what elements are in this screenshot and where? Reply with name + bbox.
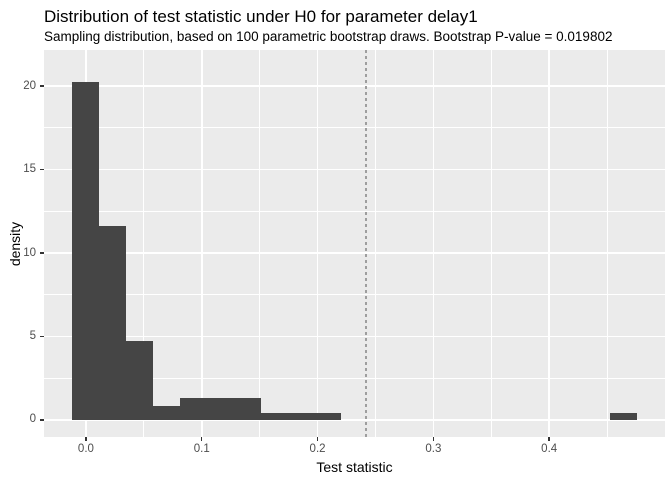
x-axis-tick-label: 0.0 [77,443,94,455]
y-axis-title: density [7,221,23,266]
gridline-minor-vertical [374,50,376,437]
x-axis-tick-label: 0.4 [541,443,558,455]
gridline-major-vertical [200,50,203,437]
x-axis-tick-label: 0.3 [425,443,442,455]
y-axis-tick-label: 10 [23,246,36,259]
x-axis-tick [85,437,87,441]
gridline-major-vertical [316,50,319,437]
gridline-minor-vertical [143,50,145,437]
gridline-minor-horizontal [44,377,665,379]
y-axis-tick [40,252,44,254]
histogram-bar [233,398,261,420]
histogram-bar [609,412,637,420]
x-axis-tick [548,437,550,441]
histogram-bar [72,81,100,420]
histogram-bar [179,398,207,420]
gridline-major-horizontal [44,252,665,254]
x-axis-title: Test statistic [316,459,393,475]
y-axis-tick-label: 20 [23,79,36,92]
gridline-major-horizontal [44,335,665,338]
gridline-major-vertical [432,50,435,437]
y-axis-tick [40,168,44,171]
x-axis-tick [316,437,319,441]
y-axis-tick-label: 5 [29,329,36,342]
gridline-minor-horizontal [44,210,665,212]
gridline-minor-horizontal [44,127,665,129]
x-axis-tick-label: 0.1 [193,443,210,455]
y-axis-tick-label: 0 [29,413,36,426]
x-axis-tick [200,437,203,441]
plot-title: Distribution of test statistic under H0 … [44,7,478,26]
y-axis-tick [40,419,44,421]
gridline-minor-horizontal [44,294,665,296]
gridline-major-horizontal [44,419,665,421]
gridline-minor-vertical [490,50,492,437]
histogram-bar [260,412,288,420]
histogram-bar [206,398,234,420]
gridline-major-vertical [548,50,551,437]
gridline-minor-vertical [606,50,608,437]
y-axis-tick [40,335,44,338]
histogram-bar [314,412,342,420]
x-axis-tick-label: 0.2 [309,443,326,455]
histogram-bar [287,412,315,420]
gridline-major-horizontal [44,168,665,171]
x-axis-tick [432,437,435,441]
histogram-bar [99,225,127,420]
y-axis-tick-label: 15 [23,163,36,176]
plot-panel [44,50,665,437]
observed-test-statistic-line [365,50,368,437]
histogram-bar [153,405,180,420]
y-axis-tick [40,85,44,87]
gridline-minor-vertical [259,50,261,437]
histogram-bar [126,340,154,420]
plot-subtitle: Sampling distribution, based on 100 para… [44,29,613,44]
gridline-major-horizontal [44,85,665,87]
